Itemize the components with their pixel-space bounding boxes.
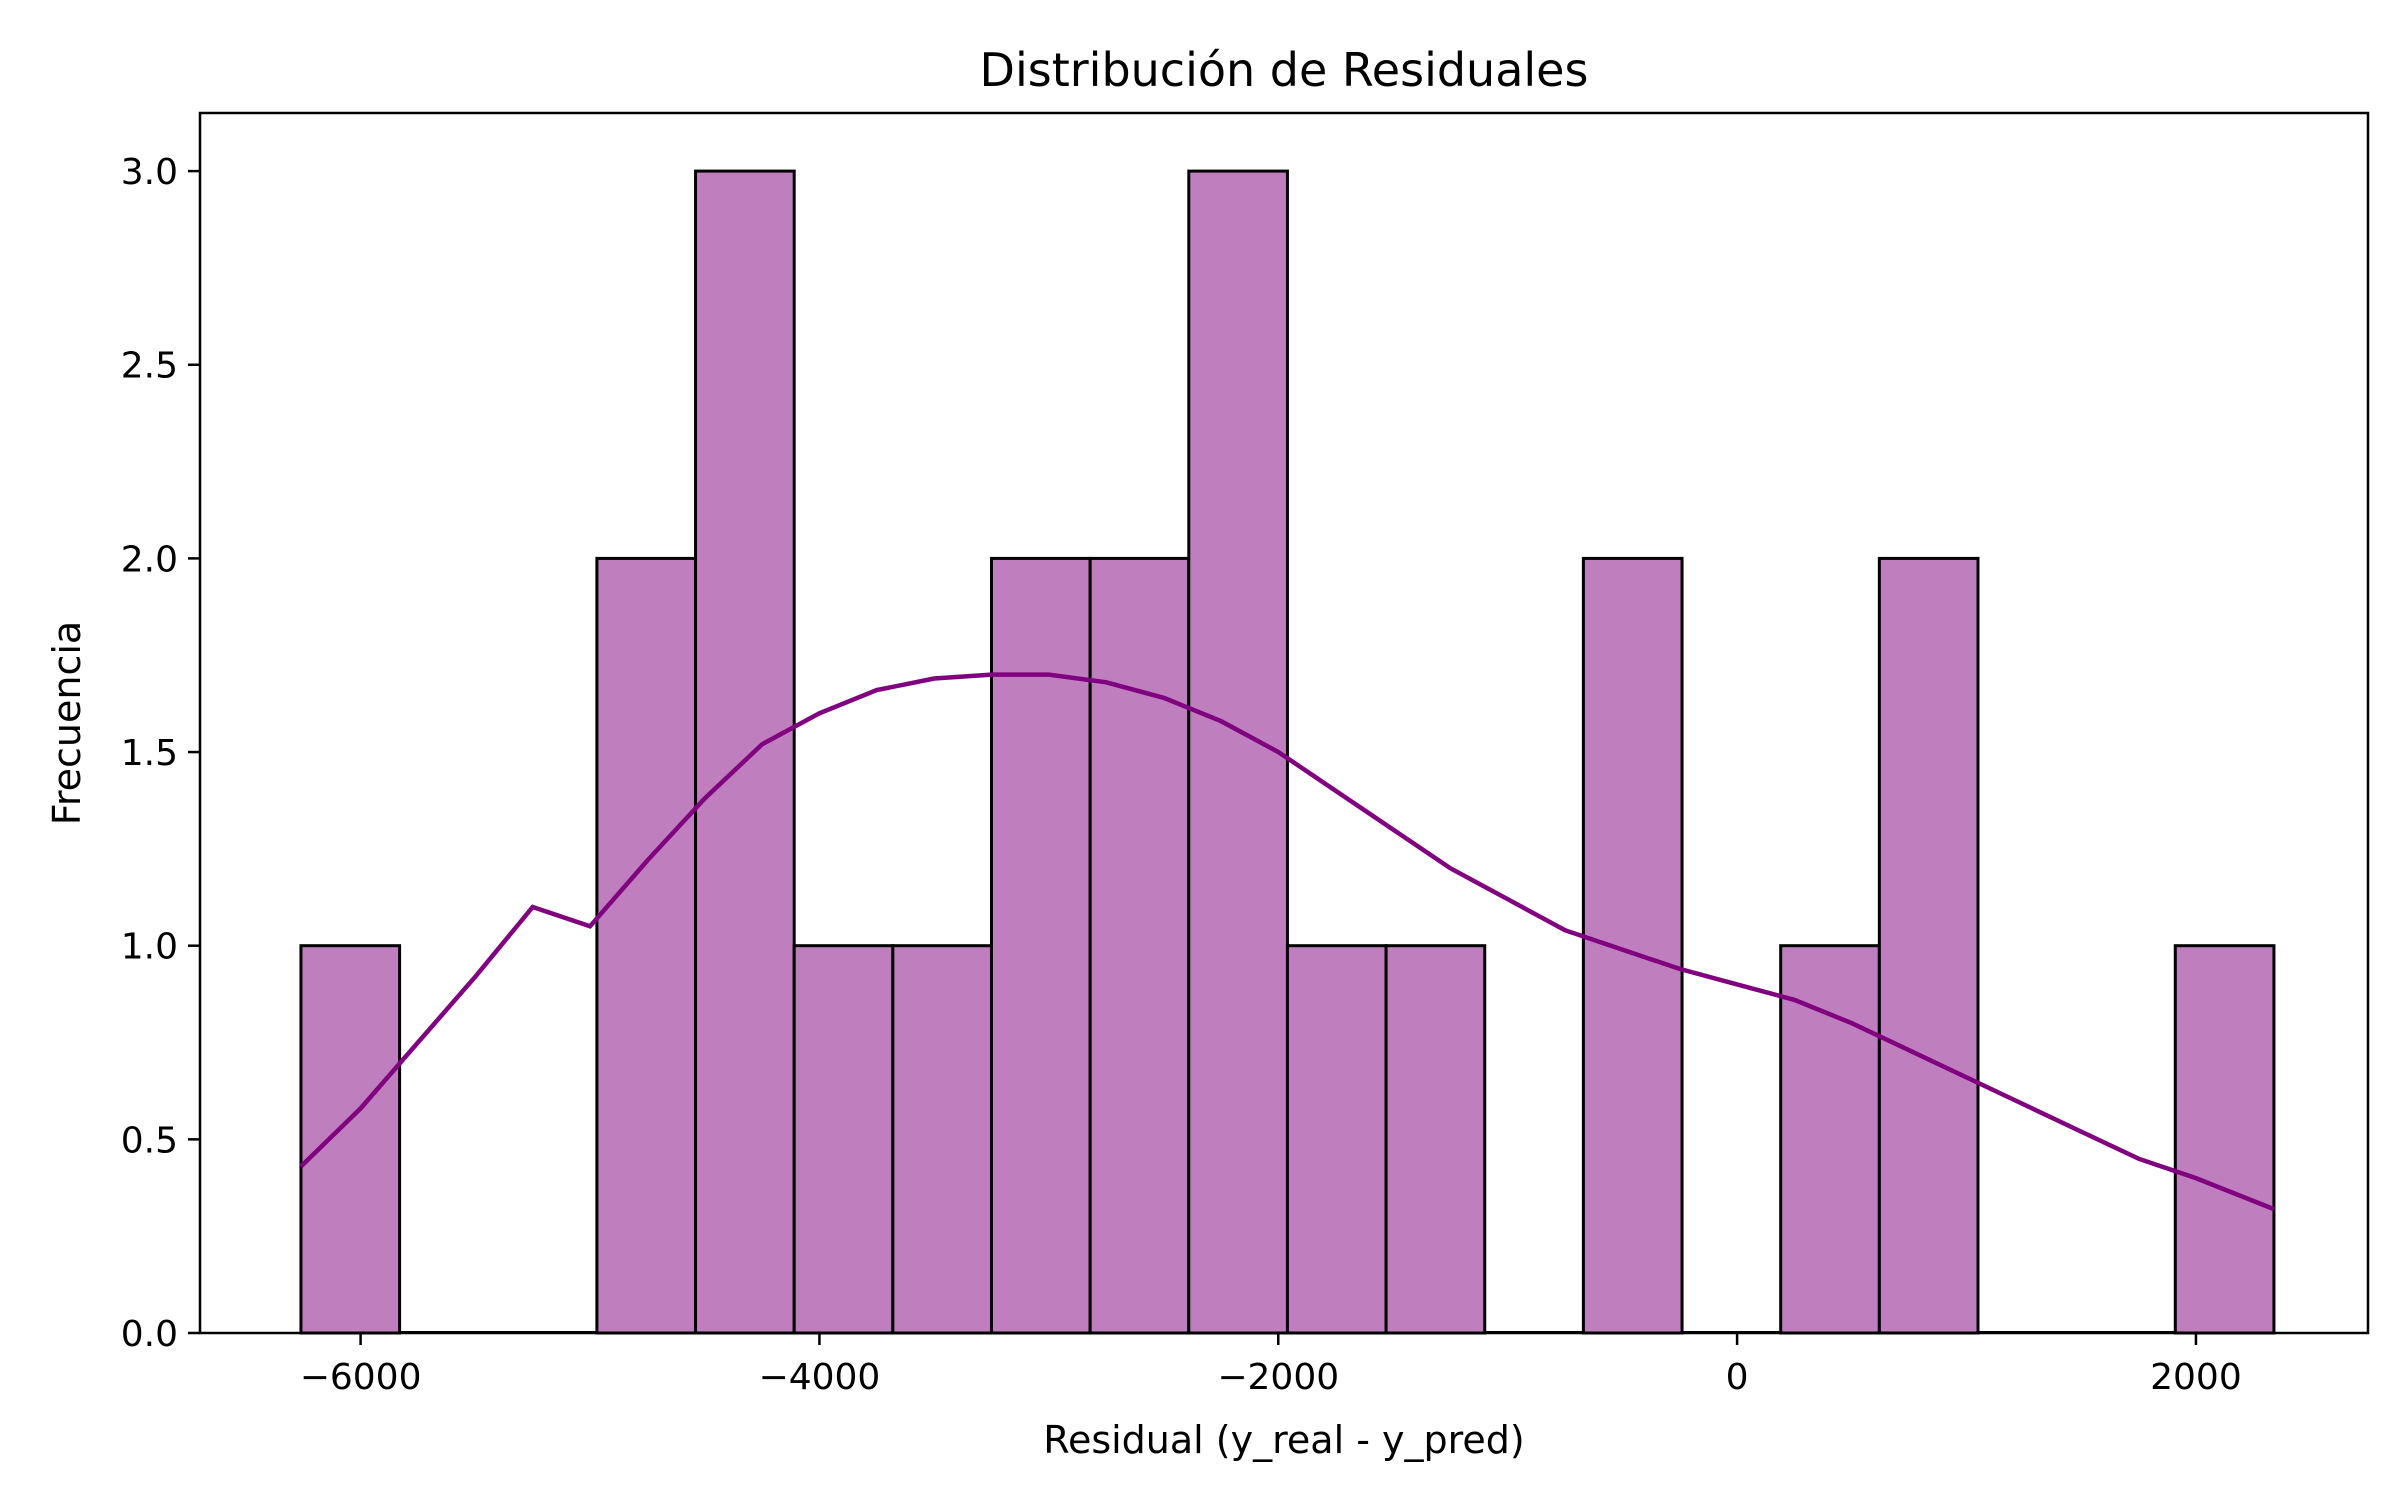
histogram-bar (1088, 556, 1191, 1335)
plot-frame (198, 111, 2370, 1335)
x-tick-label: −2000 (1217, 1357, 1339, 1398)
y-tick-label: 2.0 (121, 539, 178, 580)
histogram-bar (1779, 944, 1881, 1335)
histogram-bar (989, 556, 1092, 1335)
y-tick-label: 1.5 (121, 733, 178, 774)
histogram-bar (1384, 944, 1487, 1335)
histogram-bar (1581, 556, 1684, 1335)
x-tick-label: 0 (1726, 1357, 1749, 1398)
y-tick-label: 3.0 (121, 152, 178, 193)
x-axis-label: Residual (y_real - y_pred) (1043, 1418, 1524, 1462)
histogram-bar (1187, 169, 1289, 1335)
chart-title: Distribución de Residuales (980, 43, 1589, 97)
y-tick-label: 2.5 (121, 346, 178, 387)
histogram-bar (792, 944, 895, 1335)
histogram-bar (891, 944, 993, 1335)
x-axis-ticks: −6000 −4000 −2000 0 2000 (300, 1333, 2242, 1398)
histogram-bar (595, 556, 698, 1335)
x-tick-label: −4000 (759, 1357, 881, 1398)
histogram-bar (694, 169, 796, 1335)
y-tick-label: 1.0 (121, 927, 178, 968)
y-tick-label: 0.0 (121, 1314, 178, 1355)
y-tick-label: 0.5 (121, 1120, 178, 1161)
x-tick-label: 2000 (2150, 1357, 2242, 1398)
histogram-bar (1877, 556, 1980, 1335)
kde-curve (299, 672, 2275, 1212)
y-axis-ticks: 0.0 0.5 1.0 1.5 2.0 2.5 3.0 (121, 152, 200, 1355)
bars-group (299, 169, 2276, 1335)
x-tick-label: −6000 (300, 1357, 422, 1398)
y-axis-label: Frecuencia (45, 621, 89, 825)
histogram-bar (1285, 944, 1388, 1335)
histogram-bar (2173, 944, 2276, 1335)
histogram-bar (299, 944, 402, 1335)
